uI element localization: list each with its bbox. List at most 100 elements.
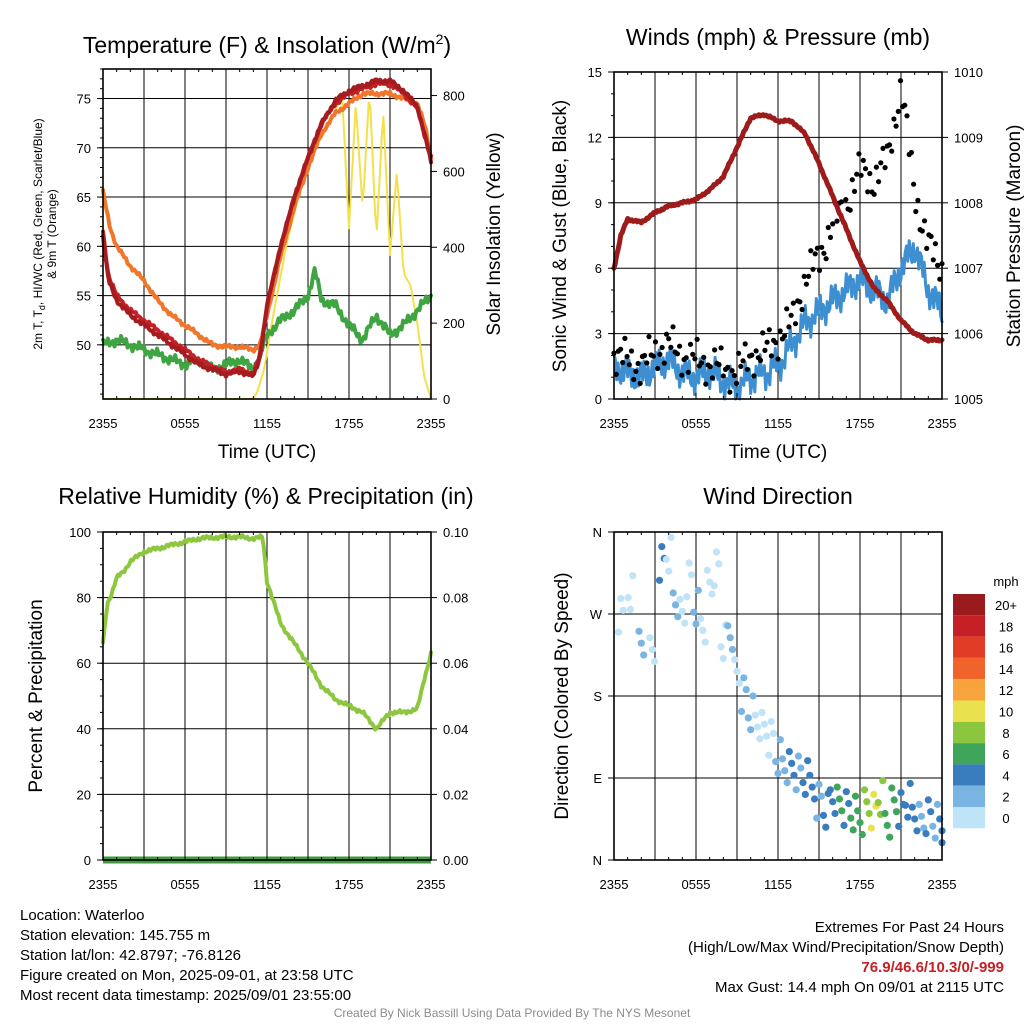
gust-point [812,251,818,257]
legend-swatch [953,615,985,637]
gust-point [703,381,709,387]
y2-tick-label: 1008 [954,196,983,211]
x-tick-label: 1155 [764,416,792,431]
direction-point [831,809,839,818]
gust-point [921,218,928,224]
direction-point [804,757,812,765]
x-tick-label: 1755 [335,416,364,431]
gust-point [878,160,884,166]
direction-point [710,582,718,590]
y-tick-label: 0 [84,853,91,868]
gust-point [698,360,705,366]
y-tick-label: 40 [77,722,91,737]
gust-point [882,165,888,171]
gust-point [786,324,792,330]
x-tick-label: 1755 [335,877,364,892]
gust-point [886,142,893,148]
extremes-values: 76.9/46.6/10.3/0/-999 [861,959,1004,976]
direction-point [648,645,656,654]
direction-point [931,834,939,842]
y-tick-label: S [593,689,602,704]
direction-point [808,783,816,791]
direction-point [619,606,627,615]
gust-point [738,363,744,369]
gust-point [860,157,866,163]
gust-point [895,108,901,114]
x-tick-label: 2355 [417,416,446,431]
gust-point [854,171,860,177]
direction-point [819,811,828,820]
y2-tick-label: 1006 [954,327,983,342]
direction-point [747,726,755,734]
gust-point [694,336,700,342]
extremes-title: Extremes For Past 24 Hours [814,919,1004,936]
gust-point [753,348,759,354]
gust-point [790,300,796,306]
gust-point [858,172,864,178]
direction-point [674,613,682,621]
y2-tick-label: 0.06 [443,656,468,671]
gust-point [657,351,663,357]
gust-point [652,339,659,345]
direction-point [692,620,700,628]
direction-point [817,792,825,800]
gust-point [674,351,681,357]
gust-point [725,364,731,370]
gust-point [692,356,698,362]
gust-point [628,348,635,354]
direction-point [742,686,750,694]
direction-point [867,824,875,832]
y2-tick-label: 1009 [954,130,983,145]
legend-label: 0 [1002,811,1009,826]
winds-y2-label: Station Pressure (Maroon) [1004,125,1024,348]
winds-y-label: Sonic Wind & Gust (Blue, Black) [550,100,571,372]
x-tick-label: 0555 [171,877,200,892]
gust-point [740,358,746,364]
gust-point [784,306,790,312]
gust-point [937,276,943,282]
gust-point [930,257,936,263]
direction-panel: Wind Direction 2355 0555 1155 1755 2355 N E S W N… [552,483,1019,892]
direction-point [685,559,693,567]
y-tick-label: 75 [77,92,91,107]
gust-point [760,330,766,336]
gust-point [633,368,639,374]
series-line-sonic-wind [612,239,944,401]
direction-point [879,777,887,785]
gust-point [749,352,755,358]
direction-point [763,732,771,740]
gust-point [635,360,641,367]
direction-point [849,826,857,834]
gust-point [624,353,630,360]
direction-point [637,639,645,647]
x-tick-label: 1155 [253,877,281,892]
series-line-station-pressure [611,112,945,344]
gust-point [821,250,827,256]
temperature-y2-label: Solar Insolation (Yellow) [484,132,505,335]
gust-point [631,376,637,383]
gust-point [913,208,919,215]
series-line-relative-humidity [101,533,433,732]
gust-point [666,336,672,342]
gust-point [823,256,829,262]
gust-point [856,151,862,157]
direction-point [845,799,853,808]
recent-timestamp: Most recent data timestamp: 2025/09/01 2… [20,987,352,1004]
gust-point [687,341,694,347]
x-tick-label: 0555 [682,416,711,431]
gust-point [618,346,624,352]
y2-tick-label: 0.02 [443,787,468,802]
x-tick-label: 2355 [417,877,446,892]
direction-point [881,809,889,818]
y-tick-label: 20 [77,787,91,802]
gust-point [788,312,794,318]
direction-point [801,790,809,799]
legend-label: 4 [1002,768,1009,783]
direction-series [614,533,946,847]
gust-point [716,362,722,368]
winds-ticks: 2355 0555 1155 1755 2355 0 3 6 9 12 15 1005 1006 1007… [588,65,983,431]
direction-point [651,657,659,666]
legend-swatch [953,807,985,829]
gust-point [757,357,764,363]
gust-point [782,333,788,339]
